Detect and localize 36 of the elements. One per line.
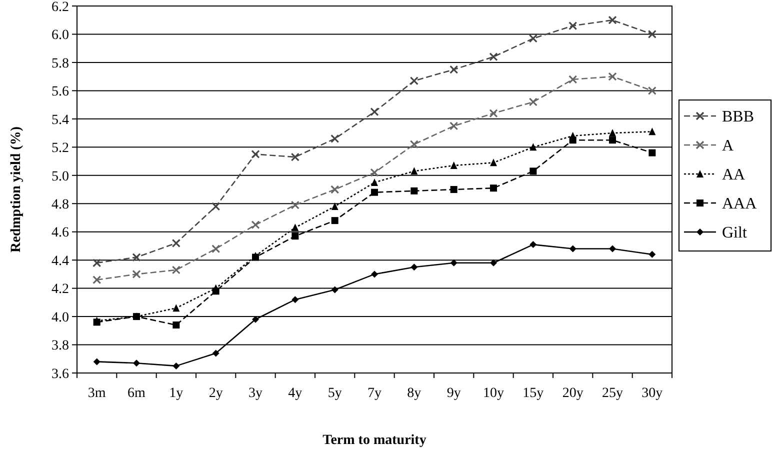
y-tick-label: 4.2	[52, 282, 69, 298]
y-tick-label: 4.4	[52, 254, 69, 269]
y-tick-label: 5.2	[52, 141, 69, 156]
x-tick-label: 3m	[88, 386, 106, 401]
y-tick-label: 6.0	[52, 28, 69, 44]
y-tick-label: 5.6	[52, 84, 69, 100]
x-tick-label: 25y	[602, 386, 623, 401]
x-tick-label: 7y	[368, 386, 382, 401]
x-tick-label: 1y	[169, 386, 184, 401]
x-tick-label: 30y	[642, 386, 663, 401]
legend-label: AA	[722, 166, 746, 184]
legend-label: BBB	[722, 108, 754, 126]
y-tick-label: 4.6	[52, 226, 69, 241]
legend-label: AAA	[722, 196, 758, 213]
x-tick-label: 15y	[522, 386, 544, 401]
legend-label: Gilt	[722, 224, 748, 242]
x-tick-label: 4y	[288, 386, 302, 401]
x-axis-title: Term to maturity	[322, 433, 426, 448]
y-tick-label: 5.0	[52, 169, 69, 184]
x-tick-label: 3y	[248, 386, 262, 401]
x-tick-label: 9y	[446, 386, 461, 401]
x-tick-label: 5y	[328, 386, 342, 401]
x-tick-label: 6m	[128, 386, 146, 401]
y-tick-label: 5.8	[52, 56, 69, 72]
x-tick-label: 20y	[562, 386, 584, 401]
y-tick-label: 5.4	[52, 112, 69, 128]
x-tick-label: 10y	[483, 386, 504, 401]
y-tick-label: 6.2	[52, 0, 69, 15]
y-tick-label: 3.8	[52, 338, 69, 354]
x-tick-label: 2y	[208, 386, 223, 401]
y-tick-label: 3.6	[52, 366, 69, 382]
x-tick-label: 8y	[407, 386, 422, 401]
y-tick-label: 4.0	[52, 310, 69, 326]
y-axis-title: Redmption yield (%)	[9, 126, 24, 252]
y-tick-label: 4.8	[52, 198, 69, 213]
legend-label: A	[722, 138, 734, 155]
